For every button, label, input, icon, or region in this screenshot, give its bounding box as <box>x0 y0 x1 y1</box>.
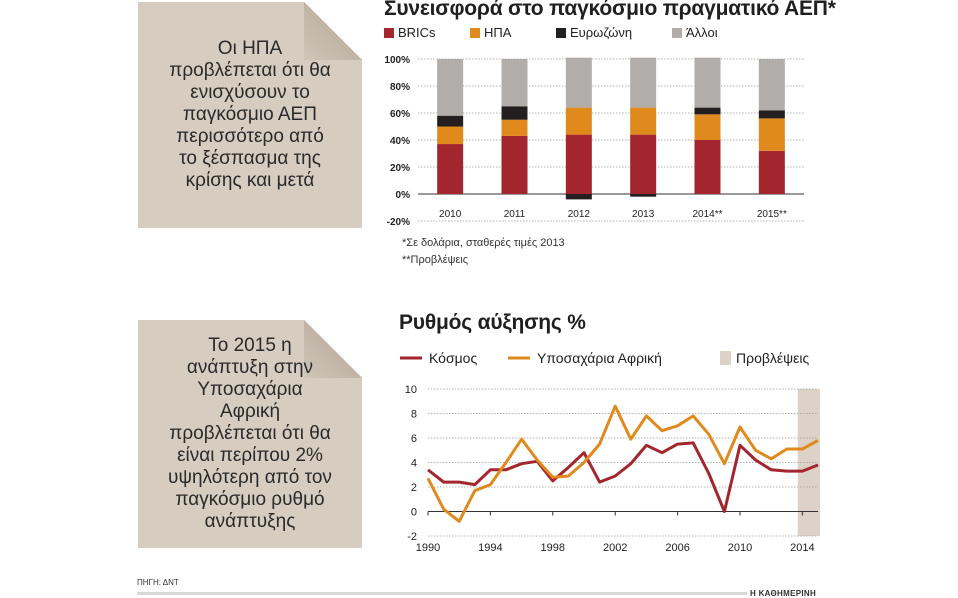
y-tick-label: 0 <box>411 507 417 519</box>
y-tick-label: -2 <box>407 531 417 543</box>
bar-segment <box>630 107 657 135</box>
y-tick-label: 6 <box>411 433 417 445</box>
callout-note-gdp: Οι ΗΠΑ προβλέπεται ότι θα ενισχύσουν το … <box>138 2 362 228</box>
line-chart: Κόσμος Υποσαχάρια Αφρική Προβλέψεις1086420… <box>400 350 820 554</box>
bar-segment <box>630 194 657 197</box>
bar-segment <box>758 150 785 194</box>
y-tick-label: 40% <box>390 136 410 147</box>
y-tick-label: 2 <box>411 482 417 494</box>
bar-segment <box>565 194 592 200</box>
bar-segment <box>501 59 528 107</box>
bar-segment <box>501 119 528 136</box>
y-tick-label: 10 <box>405 384 417 396</box>
legend-swatch-0 <box>384 28 394 38</box>
bar-segment <box>694 107 721 115</box>
bar-segment <box>565 107 592 135</box>
callout-note-growth: Το 2015 η ανάπτυξη στην Υποσαχάρια Αφρικ… <box>138 320 362 548</box>
x-tick-label: 2010 <box>439 209 462 220</box>
legend-swatch-3 <box>672 28 682 38</box>
x-tick-label: 2013 <box>632 209 655 220</box>
x-tick-label: 2012 <box>568 209 591 220</box>
note-fold <box>304 2 362 60</box>
x-tick-label: 2015** <box>757 209 787 220</box>
bar-segment <box>501 135 528 194</box>
bar-segment <box>437 59 464 116</box>
x-tick-label: 1994 <box>478 542 502 554</box>
legend-label-1: ΗΠΑ <box>484 25 512 40</box>
bar-segment <box>630 57 657 108</box>
y-tick-label: 0% <box>396 190 411 201</box>
legend-label-1: Υποσαχάρια Αφρική <box>537 350 662 366</box>
legend-swatch-1 <box>470 28 480 38</box>
legend-label-0: BRICs <box>398 25 436 40</box>
bottom-rule <box>137 592 747 595</box>
chart-title-gdp-contribution: Συνεισφορά στο παγκόσμιο πραγματικό ΑΕΠ* <box>384 0 836 20</box>
x-tick-label: 2006 <box>665 542 689 554</box>
stacked-bar-chart: BRICs ΗΠΑ Ευρωζώνη Άλλοι 100% 80% 60% 40% 20% 0% -… <box>384 25 804 228</box>
note-fold <box>304 320 362 378</box>
legend-label-2: Προβλέψεις <box>736 350 809 366</box>
bar-segment <box>758 118 785 151</box>
x-tick-label: 2014** <box>692 209 722 220</box>
legend-label-2: Ευρωζώνη <box>570 25 632 40</box>
bar-segment <box>565 57 592 108</box>
series-line-1 <box>426 404 819 523</box>
forecast-band <box>797 389 820 536</box>
x-tick-label: 1990 <box>416 542 440 554</box>
legend-label-0: Κόσμος <box>429 350 477 366</box>
bar-segment <box>565 134 592 194</box>
footnote-real-gdp: *Σε δολάρια, σταθερές τιμές 2013 <box>402 237 565 249</box>
legend-swatch-2 <box>720 351 731 365</box>
x-tick-label: 1998 <box>541 542 565 554</box>
footnote-forecasts: **Προβλέψεις <box>402 254 469 266</box>
bar-segment <box>694 114 721 140</box>
y-tick-label: 8 <box>411 409 417 421</box>
bar-segment <box>694 57 721 108</box>
publisher-brand: Η ΚΑΘΗΜΕΡΙΝΗ <box>750 589 817 598</box>
y-tick-label: 20% <box>390 163 410 174</box>
y-tick-label: 4 <box>411 458 417 470</box>
note-text: Το 2015 η ανάπτυξη στην Υποσαχάρια Αφρικ… <box>168 335 332 532</box>
series-line-0 <box>427 441 819 513</box>
bar-segment <box>501 106 528 120</box>
y-tick-label: 60% <box>390 109 410 120</box>
bar-segment <box>437 144 464 194</box>
bar-segment <box>437 126 464 145</box>
source-label: ΠΗΓΗ: ΔΝΤ <box>137 578 179 587</box>
x-tick-label: 2002 <box>603 542 627 554</box>
bar-segment <box>630 134 657 194</box>
chart-title-growth-rate: Ρυθμός αύξησης % <box>399 311 586 334</box>
bar-segment <box>694 140 721 194</box>
bar-segment <box>758 59 785 111</box>
y-tick-label: 80% <box>390 82 410 93</box>
bar-segment <box>437 115 464 127</box>
y-tick-label: 100% <box>384 55 410 66</box>
legend-label-3: Άλλοι <box>686 25 718 40</box>
y-tick-label: -20% <box>387 217 410 228</box>
x-tick-label: 2010 <box>728 542 752 554</box>
legend-swatch-2 <box>556 28 566 38</box>
note-text: Οι ΗΠΑ προβλέπεται ότι θα ενισχύσουν το … <box>169 38 331 191</box>
x-tick-label: 2011 <box>504 209 526 220</box>
bar-segment <box>758 110 785 119</box>
x-tick-label: 2014 <box>790 542 814 554</box>
